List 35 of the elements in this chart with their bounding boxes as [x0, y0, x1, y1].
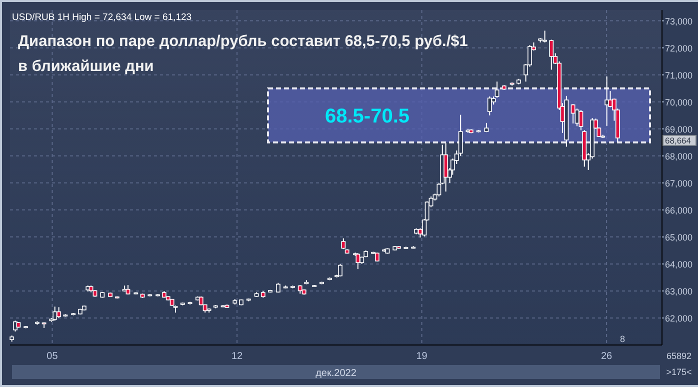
y-tick-label: 73,000 — [665, 16, 693, 26]
y-tick-label: 67,000 — [665, 178, 693, 188]
y-tick-label: 71,000 — [665, 70, 693, 80]
text: 65892 — [666, 351, 692, 361]
x-tick-label: 05 — [46, 351, 58, 362]
candlestick — [570, 104, 576, 124]
text: >175< — [666, 367, 692, 377]
candlestick — [578, 109, 584, 131]
x-axis-title: дек.2022 — [316, 368, 357, 379]
y-tick-label: 72,000 — [665, 43, 693, 54]
y-tick-label: 62,000 — [665, 313, 693, 324]
candlestick — [444, 142, 448, 192]
x-tick-label: 19 — [416, 351, 428, 362]
band-label: 68.5-70.5 — [325, 105, 410, 128]
x-tick-label: 26 — [601, 351, 613, 362]
candlestick — [126, 284, 130, 295]
x-tick-label: 12 — [231, 351, 244, 362]
y-tick-label: 63,000 — [665, 286, 693, 296]
text: 68,664 — [665, 135, 692, 146]
candlestick — [52, 306, 58, 322]
y-tick-label: 69,000 — [665, 124, 693, 134]
y-tick-label: 66,000 — [665, 205, 693, 216]
candlestick — [56, 306, 62, 318]
y-tick-label: 68,000 — [665, 151, 693, 162]
text: Диапазон по паре доллар/рубль составит 68,5-70,5 руб./$1 в ближайшие дни — [18, 33, 468, 75]
candlestick — [574, 108, 580, 127]
annotation: 8 — [620, 334, 626, 344]
chart-subtitle: USD/RUB 1H High = 72,634 Low = 61,123 — [12, 12, 192, 23]
candlestick — [341, 238, 346, 250]
y-tick-label: 70,000 — [665, 97, 693, 108]
candlestick — [487, 96, 492, 116]
y-tick-label: 65,000 — [665, 232, 693, 242]
candlestick — [338, 263, 342, 277]
candlestick — [549, 39, 554, 70]
y-tick-label: 64,000 — [665, 259, 693, 270]
